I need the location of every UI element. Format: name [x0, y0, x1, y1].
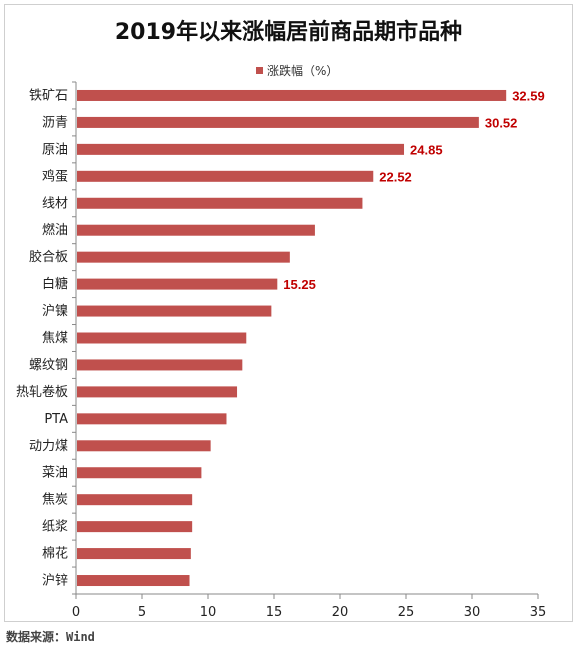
x-tick-label: 10	[200, 605, 217, 620]
bar	[77, 89, 507, 101]
data-label: 30.52	[485, 115, 518, 130]
category-label: 线材	[42, 196, 68, 211]
bar	[77, 359, 243, 371]
bar	[77, 332, 247, 344]
category-label: 原油	[42, 142, 68, 157]
category-label: 沥青	[42, 115, 68, 130]
bar	[77, 494, 193, 506]
category-label: 白糖	[42, 276, 68, 292]
data-label: 24.85	[410, 142, 443, 157]
bar	[77, 278, 278, 290]
category-label: 焦炭	[42, 493, 68, 508]
category-label: 胶合板	[29, 249, 68, 265]
category-label: 鸡蛋	[42, 168, 68, 184]
x-tick-label: 25	[398, 605, 415, 620]
category-label: PTA	[44, 412, 68, 427]
x-tick-label: 0	[72, 605, 80, 620]
x-tick-label: 20	[332, 605, 349, 620]
category-label: 棉花	[42, 546, 68, 562]
bar	[77, 386, 238, 398]
bar	[77, 413, 227, 425]
category-label: 热轧卷板	[16, 384, 68, 400]
x-tick-label: 5	[138, 605, 146, 620]
category-label: 动力煤	[29, 439, 68, 454]
bar	[77, 170, 374, 182]
bar	[77, 116, 479, 128]
legend-swatch	[256, 67, 263, 74]
source-note: 数据来源：Wind	[6, 630, 95, 644]
x-tick-label: 35	[530, 605, 547, 620]
x-tick-label: 30	[464, 605, 481, 620]
bar	[77, 440, 211, 452]
data-label: 15.25	[283, 277, 316, 292]
bar	[77, 521, 193, 533]
chart-title: 2019年以来涨幅居前商品期市品种	[114, 20, 463, 45]
bar	[77, 305, 272, 317]
category-label: 菜油	[42, 466, 68, 481]
bar	[77, 197, 363, 209]
bar	[77, 575, 190, 587]
category-label: 纸浆	[42, 520, 68, 535]
x-tick-label: 15	[266, 605, 283, 620]
bar	[77, 467, 202, 479]
category-label: 螺纹钢	[29, 358, 68, 373]
category-label: 沪镍	[42, 303, 68, 319]
bar	[77, 251, 290, 263]
legend-label: 涨跌幅（%）	[267, 64, 339, 78]
category-label: 铁矿石	[29, 88, 68, 103]
legend: 涨跌幅（%）	[256, 62, 338, 79]
bar	[77, 224, 315, 236]
category-label: 沪锌	[42, 573, 68, 589]
data-label: 32.59	[512, 88, 545, 103]
category-label: 焦煤	[42, 331, 68, 346]
bar	[77, 548, 191, 560]
data-label: 22.52	[379, 169, 412, 184]
category-label: 燃油	[42, 222, 68, 238]
bar	[77, 143, 405, 155]
